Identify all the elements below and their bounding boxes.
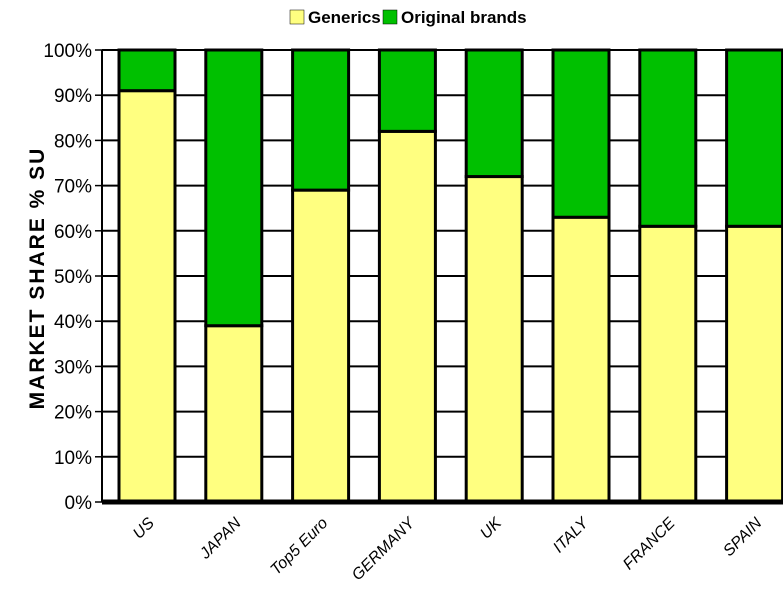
x-tick-label: GERMANY: [349, 514, 419, 584]
y-tick-label: 40%: [54, 312, 92, 333]
bar-original-brands-6: [638, 48, 698, 228]
bar-original-brands-1: [204, 48, 264, 328]
y-axis-label: MARKET SHARE % SU: [26, 147, 49, 410]
bar-original-brands-4: [464, 48, 524, 179]
bar-generics-1: [204, 324, 264, 504]
y-tick-label: 100%: [43, 41, 92, 62]
y-tick-label: 0%: [65, 493, 93, 514]
y-tick-label: 30%: [54, 357, 92, 378]
bar-original-brands-7: [725, 48, 783, 228]
y-tick-labels: 0% 10% 20% 30% 40% 50% 60% 70% 80% 90% 100%: [43, 41, 92, 514]
y-tick-label: 20%: [54, 403, 92, 424]
x-tick-label: Top5 Euro: [268, 515, 332, 579]
y-tick-label: 60%: [54, 222, 92, 243]
axes: [95, 49, 783, 505]
y-tick-label: 80%: [54, 131, 92, 152]
bar-generics-3: [377, 129, 437, 504]
bar-original-brands-5: [551, 48, 611, 219]
bar-generics-7: [725, 224, 783, 504]
bar-generics-0: [117, 89, 177, 504]
y-tick-label: 70%: [54, 177, 92, 198]
x-tick-label: ITALY: [550, 514, 593, 557]
bar-generics-4: [464, 175, 524, 504]
legend-label-generics: Generics: [308, 8, 381, 27]
y-tick-label: 50%: [54, 267, 92, 288]
legend-label-original-brands: Original brands: [401, 8, 527, 27]
y-tick-label: 90%: [54, 86, 92, 107]
x-tick-label: SPAIN: [720, 514, 765, 559]
x-tick-label: UK: [477, 514, 506, 543]
legend-swatch-generics: [289, 9, 305, 25]
bars: [117, 48, 783, 504]
y-tick-label: 10%: [54, 448, 92, 469]
bar-generics-2: [291, 188, 351, 504]
bar-original-brands-3: [377, 48, 437, 133]
legend-swatch-original-brands: [382, 9, 398, 25]
bar-generics-5: [551, 215, 611, 504]
bar-original-brands-0: [117, 48, 177, 93]
x-tick-label: US: [130, 515, 158, 543]
x-tick-label: FRANCE: [620, 515, 679, 574]
legend: Generics Original brands: [289, 8, 527, 27]
x-tick-label: JAPAN: [196, 514, 245, 563]
bar-generics-6: [638, 224, 698, 504]
x-tick-labels: US JAPAN Top5 Euro GERMANY UK ITALY FRANCE SPAI…: [130, 514, 766, 584]
bar-original-brands-2: [291, 48, 351, 192]
